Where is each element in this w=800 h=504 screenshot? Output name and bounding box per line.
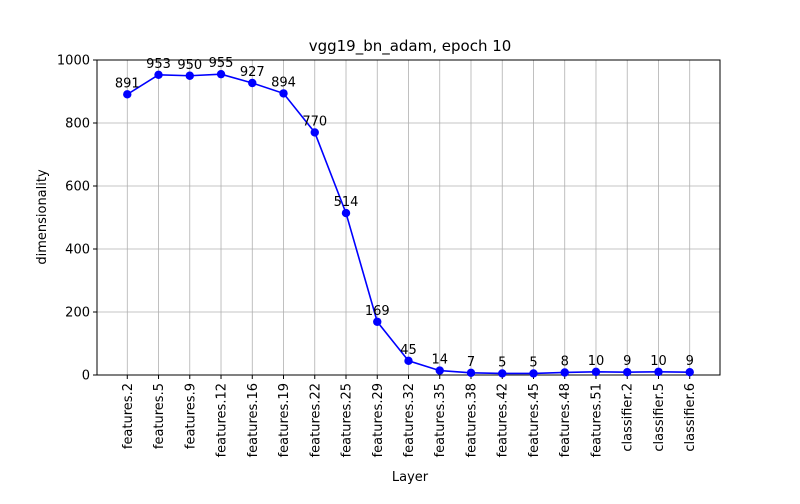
data-point: [310, 128, 319, 137]
data-label: 894: [271, 75, 296, 90]
x-tick-label: features.16: [246, 383, 261, 457]
x-tick-label: features.29: [371, 383, 386, 457]
data-label: 953: [146, 57, 171, 72]
data-label: 891: [115, 76, 140, 91]
x-tick-label: features.12: [215, 383, 230, 457]
data-point: [654, 367, 663, 377]
y-tick-label: 0: [82, 369, 90, 384]
x-tick-label: features.51: [589, 383, 604, 457]
data-point: [123, 90, 132, 99]
x-tick-label: features.35: [433, 383, 448, 457]
data-label: 9: [686, 354, 694, 369]
data-point: [154, 70, 163, 80]
y-tick-label: 800: [65, 117, 90, 132]
x-tick-label: features.42: [496, 383, 511, 457]
data-label: 14: [431, 353, 448, 368]
data-point: [341, 208, 351, 218]
x-axis-label: Layer: [392, 470, 429, 485]
x-tick-label: features.9: [183, 383, 198, 449]
data-point: [216, 69, 226, 79]
data-label: 5: [498, 355, 506, 370]
data-label: 169: [365, 304, 390, 319]
series-line: [123, 69, 694, 378]
x-tick-label: classifier.2: [621, 383, 636, 452]
x-tick-label: features.38: [464, 383, 479, 457]
data-point: [435, 366, 444, 375]
x-tick-label: features.19: [277, 383, 292, 457]
data-label: 955: [209, 56, 234, 71]
data-point: [373, 317, 382, 326]
axes: 0 200 400 600 800 1000 features.2 features.5 fea…: [57, 54, 721, 457]
chart-title: vgg19_bn_adam, epoch 10: [309, 37, 512, 56]
data-label: 950: [177, 58, 202, 73]
y-axis-label: dimensionality: [35, 169, 50, 265]
x-tick-label: features.45: [527, 383, 542, 457]
x-tick-label: features.22: [308, 383, 323, 457]
data-point: [466, 368, 476, 377]
data-label: 45: [400, 343, 417, 358]
x-tick-label: features.32: [402, 383, 417, 457]
data-label: 8: [561, 354, 569, 369]
data-point: [591, 367, 601, 377]
data-point: [279, 89, 288, 98]
data-label: 7: [467, 355, 475, 370]
data-label: 927: [240, 65, 265, 80]
data-label: 10: [588, 354, 605, 369]
data-label: 5: [529, 355, 537, 370]
x-tick-label: classifier.6: [683, 383, 698, 452]
data-point: [185, 71, 194, 80]
y-tick-label: 1000: [57, 54, 90, 69]
y-tick-label: 200: [65, 306, 90, 321]
grid: [97, 59, 720, 376]
data-point: [498, 369, 507, 378]
data-point: [404, 356, 413, 366]
data-point: [560, 368, 569, 377]
data-point: [623, 367, 632, 377]
data-labels: 891 953 950 955 927 894 770 514 169 45 14 7 5 5 8 10 9 10…: [115, 56, 694, 370]
x-tick-label: features.5: [152, 383, 167, 449]
x-tick-label: classifier.5: [652, 383, 667, 452]
x-tick-label: features.2: [121, 383, 136, 449]
y-tick-label: 400: [65, 243, 90, 258]
data-point: [529, 369, 538, 378]
data-label: 10: [650, 354, 667, 369]
x-tick-label: features.48: [558, 383, 573, 457]
y-tick-label: 600: [65, 180, 90, 195]
data-label: 770: [302, 114, 327, 129]
x-tick-label: features.25: [340, 383, 355, 457]
data-point: [248, 78, 257, 88]
data-point: [685, 367, 694, 377]
data-label: 9: [623, 354, 631, 369]
data-label: 514: [334, 195, 359, 210]
